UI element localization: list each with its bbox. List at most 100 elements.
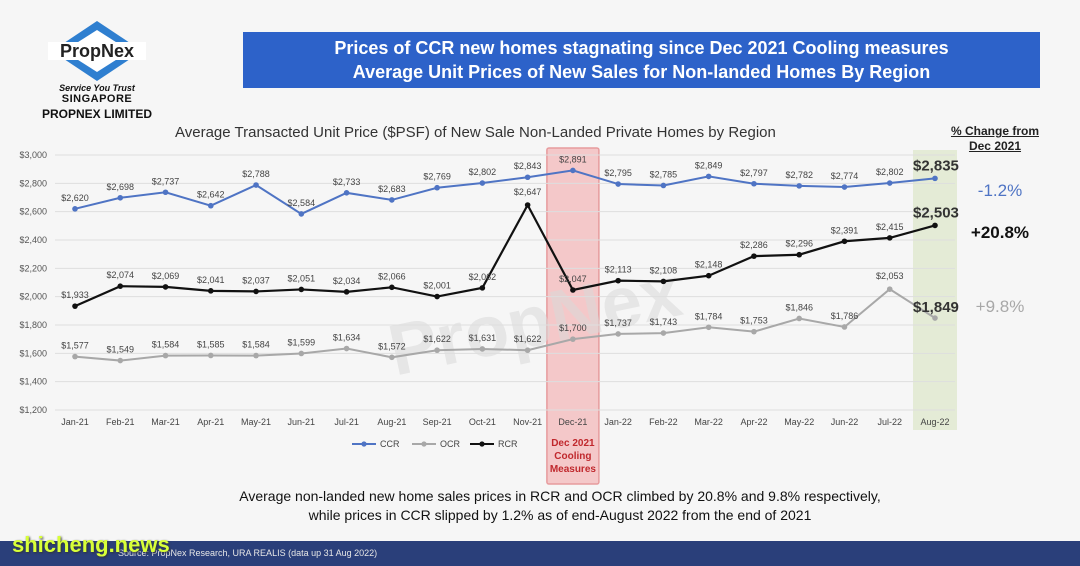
data-point-rcr (524, 202, 531, 208)
series-line-ccr (74, 169, 936, 216)
percent-change-rcr: +20.8% (971, 223, 1029, 242)
data-point-rcr (298, 286, 305, 293)
footer-summary: Average non-landed new home sales prices… (150, 487, 970, 525)
data-label-ocr: $1,585 (197, 339, 225, 349)
data-label-ocr: $1,743 (650, 317, 678, 327)
propnex-logo: PropNex Service You Trust SINGAPORE PROP… (22, 18, 172, 128)
data-label-ccr: $2,802 (469, 167, 497, 177)
dec-2021-label-line: Cooling (554, 451, 591, 462)
data-label-rcr: $2,148 (695, 260, 723, 270)
data-point-ccr (207, 202, 214, 209)
y-tick-label: $2,800 (19, 178, 47, 188)
data-label-rcr: $2,001 (423, 281, 451, 291)
legend-label-ocr: OCR (440, 439, 461, 449)
data-point-ccr (253, 182, 259, 188)
data-point-rcr (886, 235, 893, 241)
percent-change-header: % Change from Dec 2021 (945, 124, 1045, 154)
data-label-ocr: $1,622 (423, 334, 451, 344)
data-point-rcr (932, 222, 938, 229)
source-note: Source: PropNex Research, URA REALIS (da… (118, 548, 378, 558)
data-label-ccr: $2,843 (514, 161, 542, 171)
data-label-ccr: $2,795 (604, 168, 632, 178)
logo-tagline: Service You Trust (59, 83, 135, 93)
y-tick-label: $2,600 (19, 207, 47, 217)
data-label-rcr: $2,034 (333, 276, 361, 286)
x-tick-label: Apr-22 (740, 417, 767, 427)
footer-line-2: while prices in CCR slipped by 1.2% as o… (308, 507, 812, 523)
data-point-ocr (253, 352, 259, 359)
data-point-rcr (207, 288, 214, 294)
data-label-rcr: $2,108 (650, 265, 678, 275)
data-point-ccr (660, 182, 667, 189)
data-label-ccr: $2,797 (740, 168, 768, 178)
x-tick-label: May-22 (784, 417, 814, 427)
data-label-ccr: $2,620 (61, 193, 89, 203)
x-tick-label: Sep-21 (423, 417, 452, 427)
percent-change-ccr: -1.2% (978, 181, 1022, 200)
series-line-rcr (74, 202, 936, 308)
data-label-rcr: $2,113 (605, 265, 632, 275)
data-label-ccr: $2,788 (242, 169, 270, 179)
data-point-ccr (570, 167, 576, 174)
y-tick-label: $3,000 (19, 150, 47, 160)
data-label-ccr: $2,769 (423, 172, 451, 182)
data-point-ccr (841, 184, 848, 190)
data-point-ccr (479, 180, 486, 186)
data-point-ccr (162, 189, 169, 196)
data-point-ccr (886, 180, 893, 186)
data-label-ocr: $1,737 (604, 318, 632, 328)
data-point-rcr (343, 289, 350, 295)
data-point-ocr (705, 324, 712, 331)
data-point-ccr (298, 211, 305, 217)
data-point-ocr (932, 315, 938, 321)
data-point-ocr (117, 357, 124, 364)
y-tick-label: $1,600 (19, 348, 47, 358)
data-label-rcr: $2,286 (740, 240, 768, 250)
data-label-ccr: $2,584 (288, 198, 316, 208)
data-label-rcr: $2,041 (197, 275, 225, 285)
data-point-rcr (570, 287, 576, 293)
data-label-ccr: $2,683 (378, 184, 406, 194)
data-point-rcr (841, 238, 848, 245)
data-label-rcr: $2,074 (106, 270, 134, 280)
data-point-ccr (72, 206, 78, 212)
data-label-rcr: $2,296 (785, 239, 813, 249)
data-point-ccr (705, 173, 712, 180)
title-banner: Prices of CCR new homes stagnating since… (243, 32, 1040, 88)
data-label-rcr: $2,415 (876, 222, 904, 232)
data-point-rcr (162, 284, 169, 290)
data-label-rcr: $2,066 (378, 271, 406, 281)
y-tick-label: $2,000 (19, 292, 47, 302)
logo-company: PROPNEX LIMITED (41, 107, 152, 121)
percent-change-header-line-1: % Change from (950, 124, 1039, 138)
data-label-ocr: $1,549 (106, 345, 134, 355)
data-point-ccr (389, 197, 395, 203)
data-label-ccr: $2,737 (152, 176, 180, 186)
x-tick-label: Aug-22 (920, 417, 949, 427)
final-value-ocr: $1,849 (913, 299, 959, 316)
legend-marker-ocr (421, 441, 427, 447)
y-tick-label: $2,200 (19, 263, 47, 273)
data-point-rcr (796, 251, 803, 258)
data-point-ccr (524, 174, 531, 181)
data-label-ocr: $1,753 (740, 316, 768, 326)
data-point-ocr (72, 353, 78, 360)
x-tick-label: Apr-21 (197, 417, 224, 427)
site-watermark: shicheng.news (12, 532, 170, 557)
dec-2021-highlight-band (546, 147, 600, 485)
x-tick-label: Aug-21 (377, 417, 406, 427)
data-point-ccr (615, 181, 621, 187)
x-tick-label: Jun-22 (831, 417, 859, 427)
dec-2021-label-line: Dec 2021 (551, 438, 595, 449)
x-tick-label: Jan-22 (604, 417, 632, 427)
data-point-ocr (343, 345, 350, 352)
legend-marker-ccr (361, 441, 367, 447)
source-bar (0, 541, 1080, 566)
x-tick-label: Feb-22 (649, 417, 678, 427)
data-point-rcr (615, 277, 621, 284)
data-point-rcr (705, 272, 712, 279)
dec-2021-label-line: Measures (550, 464, 597, 475)
data-label-rcr: $1,933 (61, 290, 89, 300)
x-tick-label: Dec-21 (558, 417, 587, 427)
